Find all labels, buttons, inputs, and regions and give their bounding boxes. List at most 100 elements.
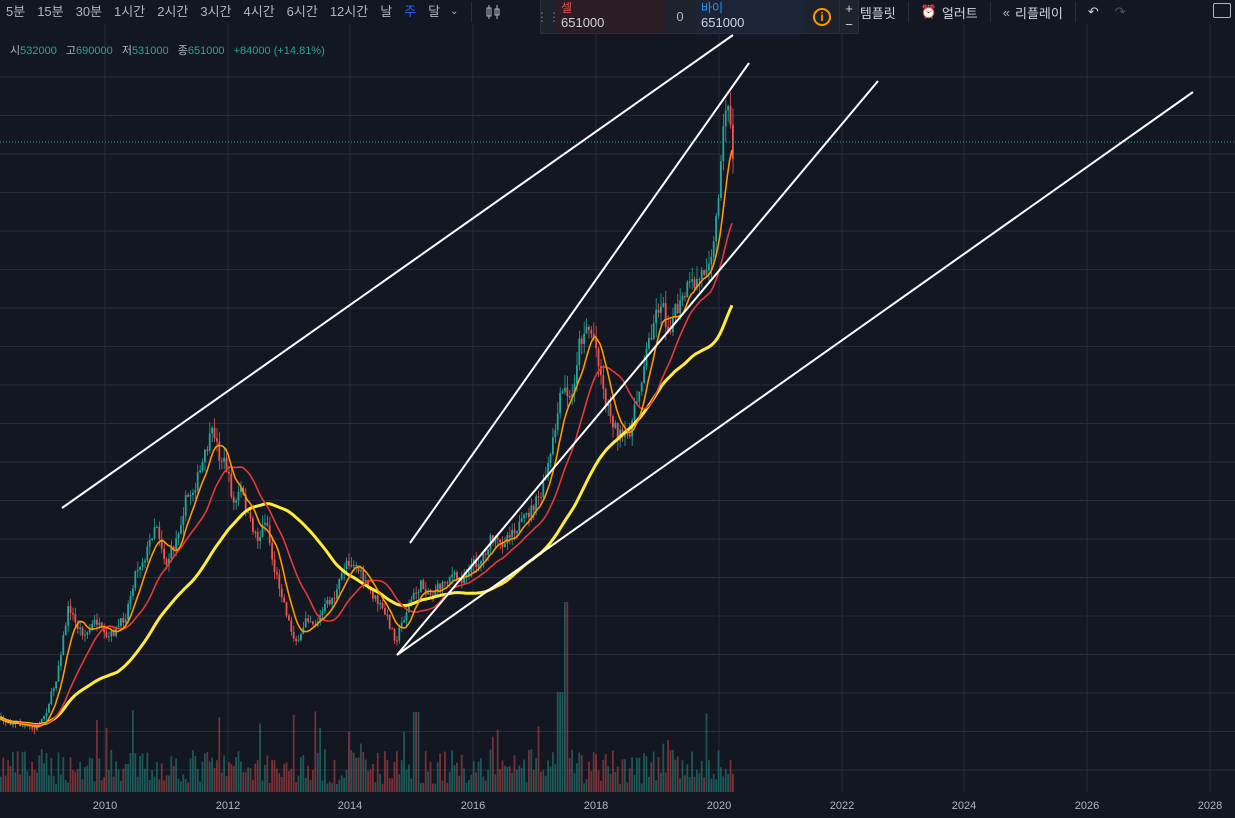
- volume-bar: [396, 751, 398, 792]
- candle-body: [703, 270, 705, 275]
- candle-body: [31, 726, 33, 729]
- candle-body: [708, 264, 710, 271]
- volume-bar: [218, 717, 221, 792]
- buy-price: 651000: [701, 15, 745, 30]
- volume-bar: [595, 754, 597, 792]
- candle-body: [271, 543, 273, 560]
- volume-bar: [398, 774, 401, 792]
- candle-body: [168, 558, 170, 565]
- candle-body: [127, 604, 129, 620]
- candle-body: [595, 338, 597, 349]
- volume-bar: [141, 753, 144, 792]
- volume-bar: [122, 768, 125, 792]
- volume-bar: [146, 752, 149, 792]
- volume-bar: [72, 770, 74, 792]
- timeframe-option[interactable]: 30분: [75, 4, 103, 19]
- volume-bar: [732, 773, 734, 792]
- candle-body: [684, 296, 686, 298]
- timeframe-option[interactable]: 15분: [37, 4, 64, 19]
- volume-bar: [600, 780, 602, 792]
- candle-body: [364, 580, 367, 582]
- volume-bar: [506, 766, 509, 792]
- volume-bar: [470, 774, 473, 792]
- timeframe-dropdown-icon[interactable]: ⌄: [450, 6, 459, 17]
- candle-body: [523, 514, 525, 519]
- trendlines[interactable]: [61, 34, 1194, 656]
- candle-body: [196, 472, 199, 491]
- candle-body: [26, 725, 29, 727]
- timeframe-option[interactable]: 6시간: [286, 4, 318, 19]
- candle-body: [676, 304, 679, 314]
- candle-body: [436, 583, 439, 593]
- volume-bar: [288, 771, 290, 792]
- sell-button[interactable]: 셀 651000: [555, 0, 665, 33]
- volume-bar: [417, 712, 420, 792]
- timeframe-option[interactable]: 2시간: [157, 4, 189, 19]
- candle-body: [194, 490, 197, 493]
- volume-bar: [667, 739, 669, 792]
- timeframe-option[interactable]: 1시간: [114, 4, 146, 19]
- volume-bar: [672, 749, 674, 792]
- candle-body: [21, 725, 24, 727]
- plus-button[interactable]: +: [845, 0, 853, 16]
- x-axis-tick-label: 2016: [461, 800, 485, 812]
- candle-body: [172, 546, 175, 549]
- timeframe-option[interactable]: 4시간: [243, 4, 275, 19]
- volume-bar: [88, 757, 91, 792]
- volume-bar: [708, 760, 710, 792]
- replay-button[interactable]: « 리플레이: [995, 0, 1071, 24]
- drag-handle-icon[interactable]: ⋮⋮: [536, 9, 560, 24]
- timeframe-option[interactable]: 달: [428, 4, 441, 19]
- candle-body: [688, 281, 691, 283]
- redo-button[interactable]: ↷: [1107, 0, 1134, 24]
- volume-bar: [564, 602, 566, 792]
- candle-body: [338, 578, 341, 590]
- minus-button[interactable]: −: [845, 17, 853, 33]
- timeframe-option[interactable]: 주: [404, 4, 417, 19]
- buy-button[interactable]: 바이 651000: [695, 0, 805, 33]
- volume-bar: [189, 758, 192, 792]
- candle-body: [441, 581, 444, 590]
- candle-body: [139, 566, 141, 570]
- candle-body: [184, 494, 187, 516]
- volume-bar: [465, 782, 468, 792]
- volume-bar: [578, 752, 581, 792]
- timeframe-option[interactable]: 3시간: [200, 4, 232, 19]
- volume-bar: [211, 757, 213, 792]
- undo-button[interactable]: ↶: [1080, 0, 1107, 24]
- candle-body: [324, 604, 326, 612]
- timeframe-option[interactable]: 5분: [6, 4, 26, 19]
- volume-bar: [129, 753, 132, 792]
- volume-bar: [175, 758, 177, 792]
- volume-bar: [156, 762, 158, 792]
- fullscreen-icon[interactable]: [1213, 3, 1231, 18]
- chart-type-button[interactable]: [476, 0, 510, 24]
- volume-bar: [460, 754, 463, 792]
- candle-body: [79, 627, 81, 629]
- volume-bar: [535, 758, 537, 792]
- volume-bar: [691, 751, 693, 792]
- volume-bar: [261, 780, 264, 792]
- volume-bar: [319, 727, 321, 792]
- candle-body: [151, 538, 153, 540]
- volume-bar: [494, 774, 497, 792]
- timeframe-selector: 5분 15분 30분 1시간 2시간 3시간 4시간 6시간 12시간 날 주 달: [0, 0, 446, 24]
- info-button[interactable]: i: [805, 0, 839, 33]
- candle-body: [499, 539, 501, 543]
- candle-body: [124, 619, 127, 623]
- volume-bar: [76, 769, 79, 792]
- candle-body: [45, 712, 48, 717]
- volume-bar: [117, 769, 120, 792]
- alert-button[interactable]: ⏰ 얼러트: [913, 0, 986, 24]
- candle-body: [244, 494, 247, 513]
- toolbar-divider: [989, 2, 991, 22]
- volume-bar: [184, 779, 187, 792]
- candle-body: [134, 571, 137, 589]
- timeframe-option[interactable]: 날: [380, 4, 393, 19]
- volume-bar: [84, 767, 86, 792]
- candle-body: [64, 625, 67, 636]
- candle-body: [278, 574, 281, 589]
- timeframe-option[interactable]: 12시간: [329, 4, 369, 19]
- candle-body: [415, 592, 417, 594]
